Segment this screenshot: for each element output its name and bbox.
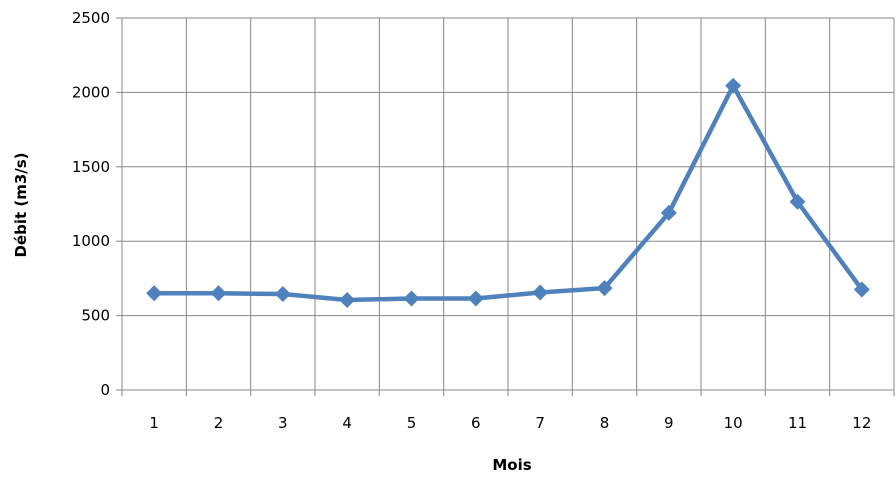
x-tick-label: 6 [471, 414, 481, 432]
y-tick-label: 2500 [72, 9, 110, 27]
data-point-marker [725, 77, 742, 94]
x-tick-label: 9 [664, 414, 674, 432]
data-point-marker [467, 290, 484, 307]
y-axis-title: Débit (m3/s) [12, 152, 30, 257]
series-line [151, 83, 865, 303]
y-tick-label: 1500 [72, 158, 110, 176]
x-tick-label: 3 [278, 414, 288, 432]
x-axis-title: Mois [492, 456, 531, 474]
x-tick-label: 10 [724, 414, 743, 432]
data-point-marker [210, 285, 227, 302]
y-tick-label: 1000 [72, 232, 110, 250]
data-point-marker [532, 284, 549, 301]
series-line-group [146, 77, 870, 308]
gridlines [122, 17, 895, 390]
data-point-marker [853, 281, 870, 298]
y-tick-label: 2000 [72, 83, 110, 101]
data-point-marker [274, 286, 291, 303]
data-point-marker [339, 291, 356, 308]
data-point-marker [146, 285, 163, 302]
x-tick-label: 1 [149, 414, 159, 432]
y-tick-label: 0 [100, 381, 110, 399]
data-point-marker [789, 193, 806, 210]
data-point-marker [660, 204, 677, 221]
axes [116, 17, 895, 396]
x-tick-label: 5 [407, 414, 417, 432]
x-tick-label: 2 [214, 414, 224, 432]
data-point-marker [403, 290, 420, 307]
x-tick-label: 4 [342, 414, 352, 432]
x-tick-label: 11 [788, 414, 807, 432]
x-tick-label: 12 [852, 414, 871, 432]
x-tick-label: 7 [535, 414, 545, 432]
data-point-marker [596, 280, 613, 297]
y-tick-label: 500 [81, 307, 110, 325]
x-tick-label: 8 [600, 414, 610, 432]
